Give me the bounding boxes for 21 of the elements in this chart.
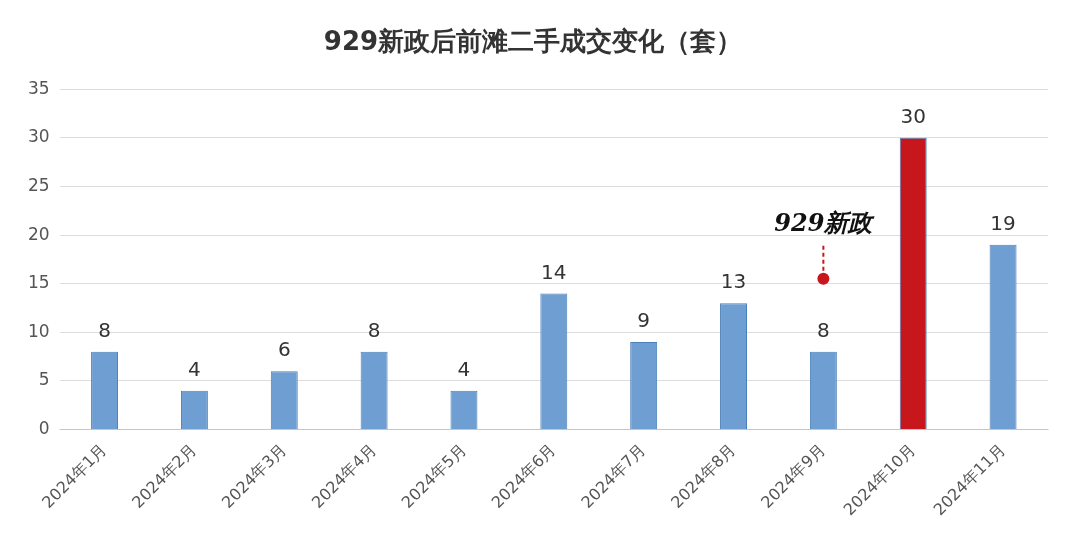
data-label: 8 — [367, 318, 381, 342]
y-tick-label: 20 — [27, 223, 50, 244]
y-tick-label: 15 — [27, 272, 50, 293]
y-tick-label: 5 — [38, 369, 50, 390]
annotation: 929新政 — [774, 208, 876, 238]
data-label: 6 — [277, 337, 291, 362]
data-label: 8 — [98, 318, 111, 342]
data-label: 8 — [817, 318, 830, 342]
y-tick-label: 0 — [38, 418, 50, 439]
data-label: 19 — [990, 211, 1016, 236]
data-label: 30 — [900, 104, 926, 129]
y-tick-label: 25 — [27, 174, 50, 195]
data-label: 4 — [188, 356, 201, 381]
y-tick-label: 10 — [27, 320, 50, 341]
data-label: 4 — [457, 356, 471, 381]
data-label: 9 — [637, 308, 651, 333]
y-tick-label: 35 — [27, 77, 50, 98]
y-tick-label: 30 — [27, 126, 50, 147]
chart-title: 929新政后前滩二手成交变化（套） — [323, 26, 743, 57]
data-label: 13 — [720, 269, 747, 294]
data-label: 14 — [541, 259, 567, 284]
